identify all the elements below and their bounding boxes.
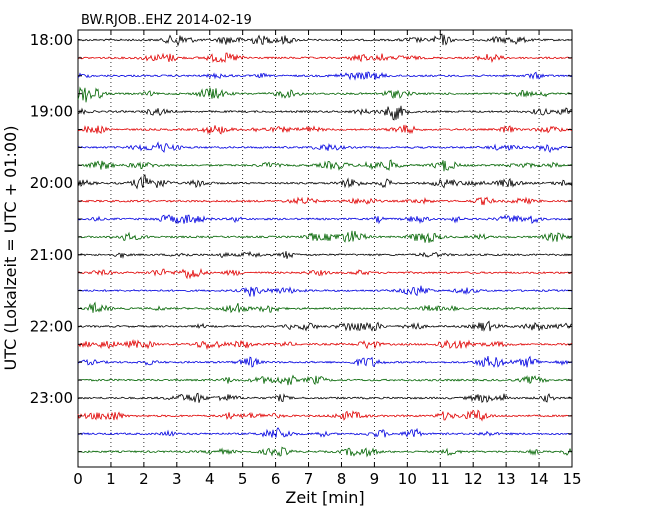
trace-row xyxy=(77,339,573,351)
y-tick-label: 18:00 xyxy=(30,31,73,49)
trace-row xyxy=(77,320,573,332)
chart-title: BW.RJOB..EHZ 2014-02-19 xyxy=(81,13,252,28)
x-tick-label: 3 xyxy=(172,470,182,488)
trace-row xyxy=(77,301,573,314)
trace-row xyxy=(77,52,573,64)
x-tick-label: 6 xyxy=(271,470,281,488)
x-tick-label: 12 xyxy=(464,470,483,488)
y-axis-label: UTC (Lokalzeit = UTC + 01:00) xyxy=(1,126,20,371)
x-tick-label: 1 xyxy=(106,470,116,488)
x-axis-label: Zeit [min] xyxy=(285,488,364,507)
trace-row xyxy=(77,33,573,47)
trace-row xyxy=(77,267,573,280)
x-tick-label: 9 xyxy=(370,470,380,488)
y-tick-label: 22:00 xyxy=(30,317,73,335)
x-tick-label: 11 xyxy=(431,470,450,488)
trace-row xyxy=(77,141,573,154)
trace-row xyxy=(77,230,573,243)
y-tick-label: 23:00 xyxy=(30,389,73,407)
trace-row xyxy=(77,159,573,172)
x-tick-label: 15 xyxy=(562,470,581,488)
trace-row xyxy=(77,374,573,386)
trace-row xyxy=(77,174,573,190)
trace-row xyxy=(77,196,573,206)
y-tick-label: 20:00 xyxy=(30,174,73,192)
trace-row xyxy=(77,124,573,135)
trace-row xyxy=(77,409,573,422)
x-tick-label: 8 xyxy=(337,470,347,488)
trace-rows xyxy=(77,33,573,458)
trace-row xyxy=(77,214,573,225)
x-tick-label: 2 xyxy=(139,470,149,488)
trace-row xyxy=(77,355,573,368)
y-axis-ticks: 18:00 19:00 20:00 21:00 22:00 23:00 xyxy=(30,31,572,453)
x-tick-label: 14 xyxy=(530,470,549,488)
trace-row xyxy=(77,392,573,404)
x-tick-label: 7 xyxy=(304,470,314,488)
trace-row xyxy=(77,71,573,81)
x-axis-ticks: 0 1 2 3 4 5 6 7 8 9 10 11 12 13 14 15 xyxy=(73,30,582,488)
trace-row xyxy=(77,86,573,103)
x-tick-label: 4 xyxy=(205,470,215,488)
x-tick-label: 10 xyxy=(398,470,417,488)
x-tick-label: 5 xyxy=(238,470,248,488)
trace-row xyxy=(77,250,573,259)
trace-row xyxy=(77,285,573,297)
trace-row xyxy=(77,105,573,121)
grid-lines xyxy=(110,30,540,467)
trace-row xyxy=(77,446,573,458)
trace-row xyxy=(77,427,573,438)
y-tick-label: 21:00 xyxy=(30,246,73,264)
plot-frame xyxy=(77,29,573,468)
x-tick-label: 13 xyxy=(497,470,516,488)
x-tick-label: 0 xyxy=(73,470,83,488)
y-tick-label: 19:00 xyxy=(30,103,73,121)
